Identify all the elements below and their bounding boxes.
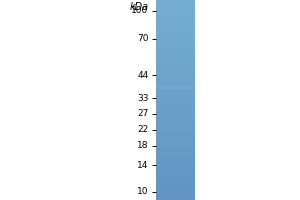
Text: 44: 44 bbox=[137, 71, 148, 80]
Text: 27: 27 bbox=[137, 109, 148, 118]
Text: 33: 33 bbox=[137, 94, 148, 103]
Text: 14: 14 bbox=[137, 161, 148, 170]
Text: 70: 70 bbox=[137, 34, 148, 43]
Text: 22: 22 bbox=[137, 125, 148, 134]
Text: kDa: kDa bbox=[129, 2, 148, 12]
Text: 18: 18 bbox=[137, 141, 148, 150]
Text: 100: 100 bbox=[131, 6, 148, 15]
Text: 10: 10 bbox=[137, 187, 148, 196]
